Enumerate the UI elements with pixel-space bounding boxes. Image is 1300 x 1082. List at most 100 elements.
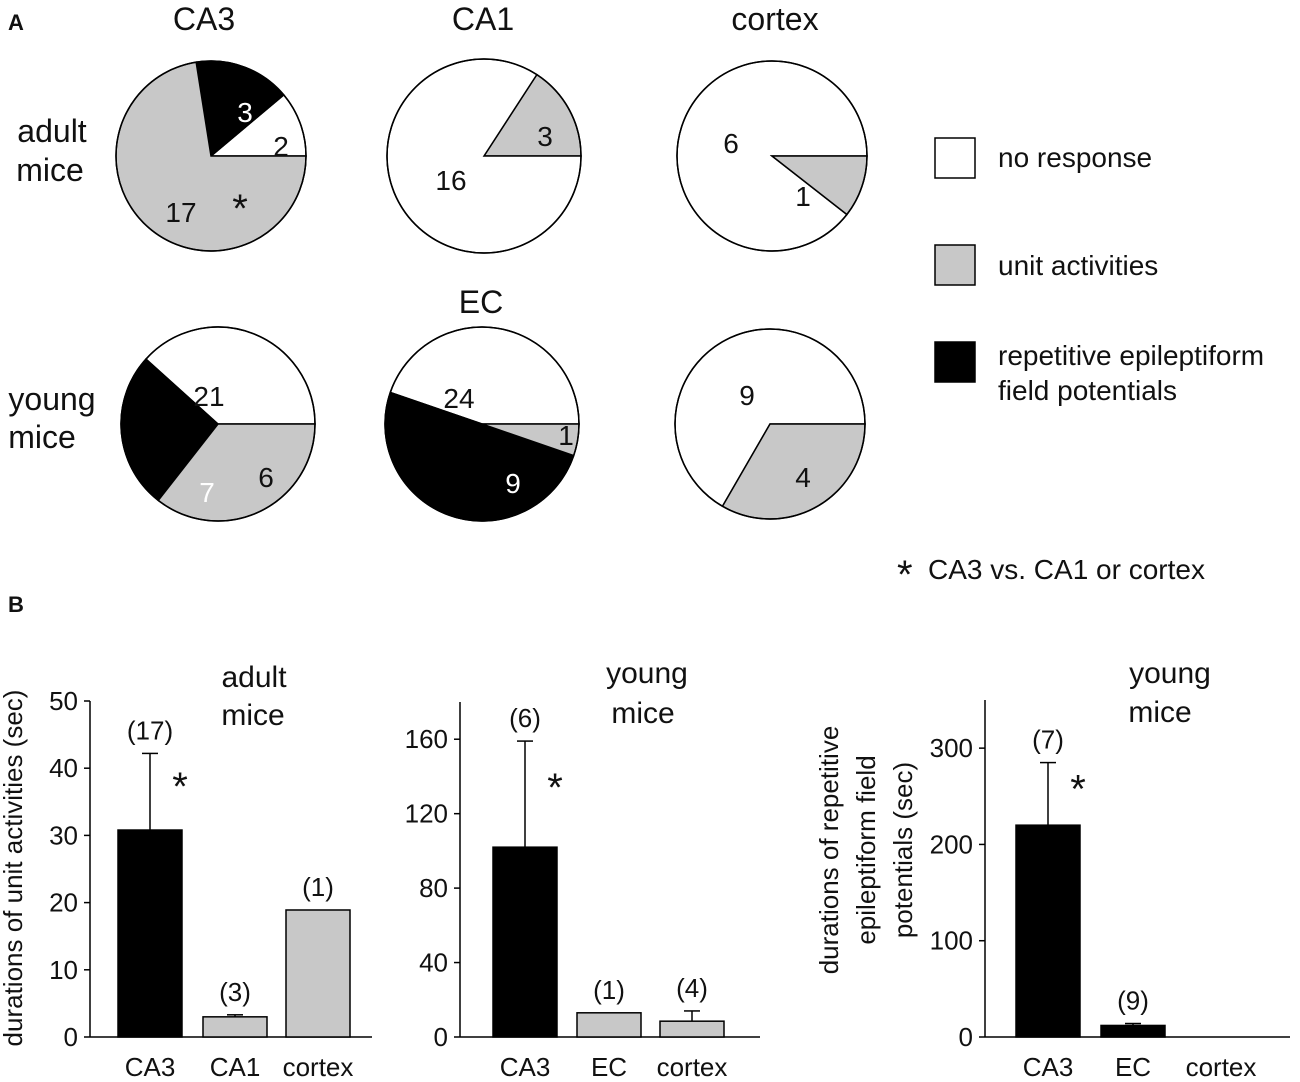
pie-adult-cortex: 61 (676, 60, 868, 252)
bar-adult-unit-ylabel-line-0: durations of unit activities (sec) (0, 690, 28, 1047)
significance-footnote: * CA3 vs. CA1 or cortex (897, 553, 1205, 597)
bar-young-unit-ytick-label-1: 40 (419, 948, 448, 978)
pie-column-titles: CA3 CA1 cortex EC (173, 1, 819, 320)
legend-swatch-repetitive (934, 341, 976, 383)
bar-young-repetitive-n-CA3: (7) (1032, 725, 1064, 755)
pie-adult-ca1-label-no_response: 16 (435, 165, 466, 196)
pie-adult-ca1-outline (386, 58, 582, 254)
bar-adult-unit-ytick-label-0: 0 (64, 1022, 78, 1052)
bar-young-repetitive-category-cortex: cortex (1186, 1052, 1257, 1082)
pie-adult-cortex-label-no_response: 6 (723, 128, 739, 159)
pie-adult-ca1: 3 16 (386, 58, 582, 254)
bar-adult-unit-category-cortex: cortex (283, 1052, 354, 1082)
pie-adult-cortex-outline (676, 60, 868, 252)
footnote-text: CA3 vs. CA1 or cortex (928, 554, 1205, 585)
bar-young-unit-bar-CA3 (492, 846, 558, 1038)
bar-adult-unit-significance-star: * (172, 765, 188, 809)
bar-young-repetitive-ylabel-line-0: durations of repetitive (814, 726, 844, 975)
bar-adult-unit-n-CA1: (3) (219, 977, 251, 1007)
bar-young-repetitive-n-EC: (9) (1117, 986, 1149, 1016)
column-title-cortex: cortex (731, 1, 818, 37)
bar-adult-unit-n-CA3: (17) (127, 715, 173, 745)
bar-adult-unit: 0 10 20 30 40 50 CA3 (17) * CA1 (3) cortex (1) adult m… (0, 661, 372, 1082)
bar-adult-unit-title-line-0: adult (221, 661, 287, 694)
bar-young-unit-category-cortex: cortex (657, 1052, 728, 1082)
bar-adult-unit-ytick-label-4: 40 (49, 753, 78, 783)
bar-young-repetitive-category-EC: EC (1115, 1052, 1151, 1082)
pie-adult-ca3-label-unit: 17 (165, 197, 196, 228)
footnote-star: * (897, 553, 913, 597)
pie-young-ec-label-no_response: 24 (443, 383, 474, 414)
bar-charts: 0 10 20 30 40 50 CA3 (17) * CA1 (3) cortex (1) adult m… (0, 657, 1290, 1082)
bar-young-repetitive-title-line-1: mice (1128, 696, 1191, 729)
legend: no response unit activities repetitive e… (934, 137, 1264, 406)
bar-young-unit-category-CA3: CA3 (500, 1052, 551, 1082)
pie-young-ca3-label-repetitive: 7 (199, 477, 215, 508)
bar-young-unit-ytick-label-0: 0 (434, 1022, 448, 1052)
pie-young-ca3-outline (120, 326, 316, 522)
legend-label-repetitive-line1: repetitive epileptiform (998, 340, 1264, 371)
pie-young-ec: 24 9 1 (384, 326, 580, 522)
row-label-adult-line1: adult (17, 113, 87, 149)
bar-young-repetitive-ytick-label-3: 300 (930, 733, 973, 763)
bar-adult-unit-ytick-label-5: 50 (49, 686, 78, 716)
pie-adult-ca3-label-no_response: 2 (273, 131, 289, 162)
pie-adult-ca1-label-unit: 3 (537, 121, 553, 152)
bar-young-repetitive-ytick-label-0: 0 (959, 1022, 973, 1052)
bar-young-unit-n-CA3: (6) (509, 703, 541, 733)
panel-b-letter: B (8, 592, 24, 617)
bar-young-unit-bar-cortex (659, 1020, 725, 1038)
bar-adult-unit-n-cortex: (1) (302, 872, 334, 902)
pie-adult-ca3-label-repetitive: 3 (237, 97, 253, 128)
bar-adult-unit-bar-CA3 (117, 829, 183, 1038)
bar-young-unit-bar-EC (576, 1012, 642, 1038)
legend-item-no-response: no response (934, 137, 1152, 179)
pie-young-cortex: 94 (674, 328, 866, 520)
pie-young-cortex-label-unit: 4 (795, 462, 811, 493)
bar-young-repetitive-ytick-label-1: 100 (930, 926, 973, 956)
bar-adult-unit-category-CA1: CA1 (210, 1052, 261, 1082)
bar-young-repetitive-bar-CA3 (1015, 824, 1081, 1038)
bar-adult-unit-category-CA3: CA3 (125, 1052, 176, 1082)
pie-adult-ca3-significance-star: * (232, 187, 248, 231)
row-label-young-line2: mice (8, 419, 76, 455)
bar-young-repetitive: 0 100 200 300 CA3 (7)* EC (9) cortex young mice dur… (814, 657, 1290, 1082)
bar-young-repetitive-significance-star: * (1070, 768, 1086, 812)
bar-adult-unit-bar-CA1 (202, 1016, 268, 1038)
bar-young-unit-title-line-1: mice (611, 697, 674, 730)
column-title-ca3: CA3 (173, 1, 235, 37)
row-label-young: young mice (8, 381, 95, 455)
row-label-young-line1: young (8, 381, 95, 417)
bar-young-unit-significance-star: * (547, 766, 563, 810)
row-label-adult-line2: mice (16, 152, 84, 188)
bar-adult-unit-ytick-label-3: 30 (49, 820, 78, 850)
pie-young-ca3-label-unit: 6 (258, 462, 274, 493)
bar-adult-unit-ytick-label-1: 10 (49, 955, 78, 985)
bar-young-unit-ytick-label-4: 160 (405, 724, 448, 754)
bar-young-unit: 0 40 80 120 160 CA3 (6) * EC (1) cortex (4) young mic… (405, 657, 760, 1082)
pie-adult-cortex-label-unit: 1 (795, 181, 811, 212)
legend-swatch-no-response (934, 137, 976, 179)
pie-young-cortex-label-no_response: 9 (739, 380, 755, 411)
column-title-ec: EC (459, 284, 503, 320)
bar-young-unit-title-line-0: young (606, 657, 688, 690)
pie-young-ec-label-repetitive: 9 (505, 468, 521, 499)
panel-a-letter: A (8, 10, 24, 35)
pie-young-ca3: 21 7 6 (120, 326, 316, 522)
bar-young-repetitive-title-line-0: young (1129, 657, 1211, 690)
bar-young-unit-n-cortex: (4) (676, 973, 708, 1003)
bar-adult-unit-ytick-label-2: 20 (49, 888, 78, 918)
pie-young-ca3-label-no_response: 21 (193, 381, 224, 412)
bar-adult-unit-title-line-1: mice (221, 699, 284, 732)
bar-young-unit-category-EC: EC (591, 1052, 627, 1082)
bar-young-unit-n-EC: (1) (593, 975, 625, 1005)
legend-swatch-unit-activities (934, 244, 976, 286)
legend-item-repetitive: repetitive epileptiform field potentials (934, 340, 1264, 406)
pie-young-cortex-outline (674, 328, 866, 520)
pie-adult-ca3-outline (115, 60, 307, 252)
pie-adult-ca3: 23 17 * (115, 60, 307, 252)
row-label-adult: adult mice (16, 113, 87, 188)
bar-young-repetitive-ylabel-line-1: epileptiform field (851, 755, 881, 944)
